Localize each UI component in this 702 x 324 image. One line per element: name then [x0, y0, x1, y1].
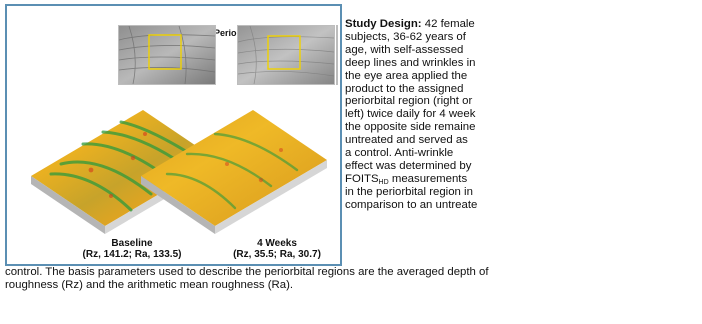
foits-main: FOITS — [345, 172, 379, 185]
caption-4-weeks-values: (Rz, 35.5; Ra, 30.7) — [233, 249, 321, 260]
skin-photo-4-weeks — [237, 25, 335, 85]
study-line: product to the assigned — [345, 82, 464, 95]
caption-4-weeks: 4 Weeks (Rz, 35.5; Ra, 30.7) — [207, 238, 347, 260]
caption-baseline: Baseline (Rz, 141.2; Ra, 133.5) — [47, 238, 217, 260]
study-line: the eye area applied the — [345, 69, 468, 82]
foits-rest: measurements — [388, 172, 468, 185]
bottom-line-1: control. The basis parameters used to de… — [5, 266, 489, 278]
study-design-heading: Study Design: — [345, 18, 422, 30]
study-line: age, with self-assessed — [345, 43, 464, 56]
study-line-1: Study Design: 42 female — [345, 18, 702, 31]
roi-box — [267, 35, 301, 70]
study-line-1-text: 42 female — [421, 18, 475, 30]
bottom-line-2: roughness (Rz) and the arithmetic mean r… — [5, 278, 294, 291]
skin-photo-baseline — [118, 25, 216, 85]
caption-baseline-title: Baseline — [111, 238, 153, 249]
study-line: the opposite side remaine — [345, 121, 476, 134]
surface-map-4-weeks — [131, 94, 331, 234]
study-line: deep lines and wrinkles in — [345, 56, 476, 69]
study-line: in the periorbital region in — [345, 185, 473, 198]
study-line: periorbital region (right or — [345, 95, 473, 108]
caption-baseline-values: (Rz, 141.2; Ra, 133.5) — [82, 249, 182, 260]
study-line: left) twice daily for 4 week — [345, 108, 476, 121]
caption-4-weeks-title: 4 Weeks — [257, 238, 297, 249]
study-line: effect was determined by — [345, 159, 472, 172]
figure-panel: (Periorbital Region) — [5, 4, 342, 266]
foits-line: FOITSHD measurements — [345, 173, 702, 186]
roi-box — [148, 34, 182, 70]
foits-sub: HD — [378, 178, 389, 186]
bottom-paragraph: control. The basis parameters used to de… — [5, 266, 702, 292]
study-design-text: Study Design: 42 female subjects, 36-62 … — [345, 18, 702, 212]
study-line: untreated and served as — [345, 134, 468, 147]
study-line: a control. Anti-wrinkle — [345, 147, 454, 160]
study-line: comparison to an untreate — [345, 198, 478, 211]
study-line: subjects, 36-62 years of — [345, 30, 466, 43]
